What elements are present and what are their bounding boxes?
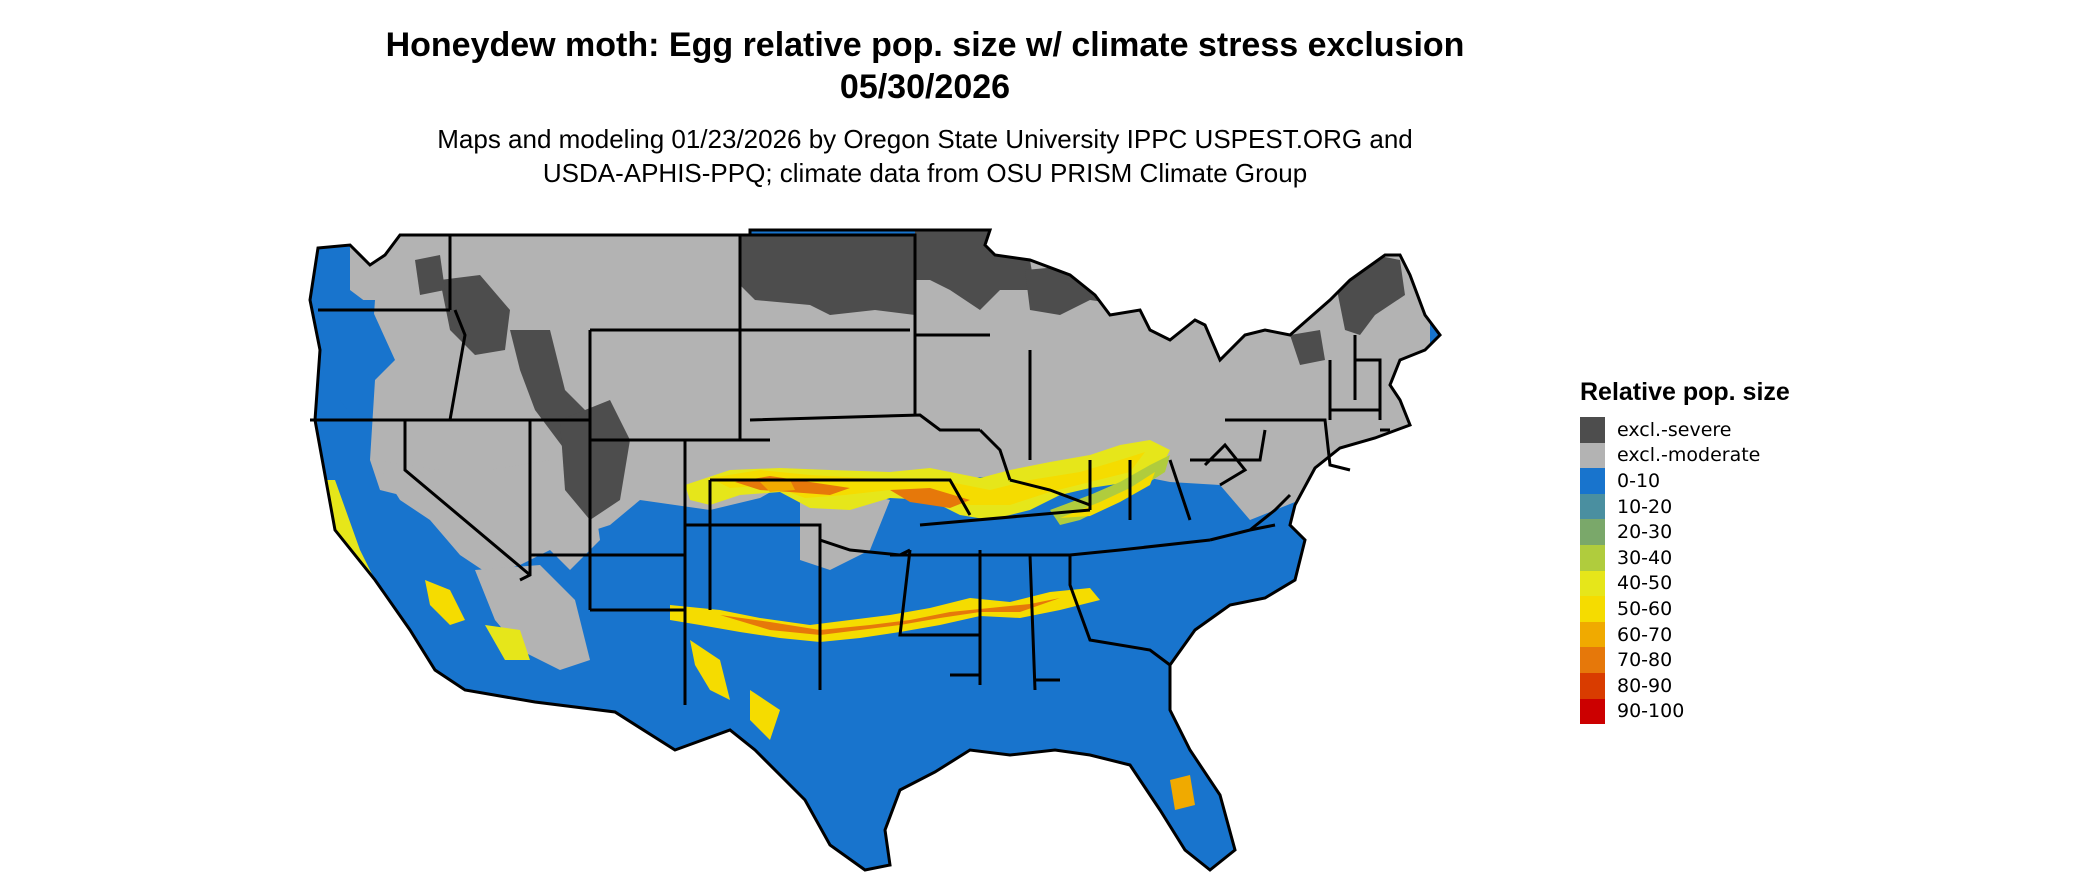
legend-item: 20-30: [1580, 519, 1790, 545]
legend-swatch: [1580, 570, 1605, 597]
legend-item: 70-80: [1580, 647, 1790, 673]
legend-swatch: [1580, 442, 1605, 469]
legend-swatch: [1580, 672, 1605, 699]
legend-items: excl.-severe excl.-moderate 0-10 10-20 20-30…: [1580, 417, 1790, 725]
legend: Relative pop. size excl.-severe excl.-mod…: [1580, 378, 1790, 725]
legend-item: excl.-moderate: [1580, 442, 1790, 469]
legend-item: excl.-severe: [1580, 417, 1790, 443]
legend-label: 30-40: [1617, 546, 1673, 569]
legend-item: 30-40: [1580, 544, 1790, 571]
subtitle-line-1: Maps and modeling 01/23/2026 by Oregon S…: [437, 124, 1413, 154]
legend-item: 10-20: [1580, 493, 1790, 520]
legend-item: 60-70: [1580, 621, 1790, 648]
map-title: Honeydew moth: Egg relative pop. size w/…: [0, 24, 1850, 108]
legend-item: 0-10: [1580, 468, 1790, 494]
state-borders: [308, 228, 1442, 872]
legend-label: 20-30: [1617, 521, 1673, 544]
legend-label: 80-90: [1617, 674, 1673, 697]
legend-item: 80-90: [1580, 672, 1790, 699]
map-subtitle: Maps and modeling 01/23/2026 by Oregon S…: [0, 122, 1850, 190]
legend-label: 70-80: [1617, 649, 1673, 672]
legend-label: 0-10: [1617, 469, 1661, 492]
legend-label: excl.-severe: [1617, 418, 1732, 441]
legend-item: 50-60: [1580, 596, 1790, 622]
legend-swatch: [1580, 493, 1605, 520]
subtitle-line-2: USDA-APHIS-PPQ; climate data from OSU PR…: [542, 158, 1308, 188]
legend-label: 40-50: [1617, 572, 1673, 595]
legend-label: 90-100: [1617, 700, 1685, 723]
legend-swatch: [1580, 468, 1605, 494]
legend-swatch: [1580, 647, 1605, 673]
legend-swatch: [1580, 417, 1605, 443]
legend-swatch: [1580, 544, 1605, 571]
legend-swatch: [1580, 519, 1605, 545]
title-line-2: 05/30/2026: [839, 68, 1011, 106]
legend-item: 90-100: [1580, 698, 1790, 725]
legend-label: 10-20: [1617, 495, 1673, 518]
legend-label: excl.-moderate: [1617, 444, 1761, 467]
pop-size-raster: [310, 230, 1440, 870]
us-map: [308, 228, 1442, 872]
legend-label: 50-60: [1617, 597, 1673, 620]
legend-item: 40-50: [1580, 570, 1790, 597]
title-line-1: Honeydew moth: Egg relative pop. size w/…: [385, 26, 1465, 64]
legend-label: 60-70: [1617, 623, 1673, 646]
legend-swatch: [1580, 698, 1605, 725]
legend-swatch: [1580, 621, 1605, 648]
legend-swatch: [1580, 596, 1605, 622]
legend-title: Relative pop. size: [1580, 378, 1790, 406]
